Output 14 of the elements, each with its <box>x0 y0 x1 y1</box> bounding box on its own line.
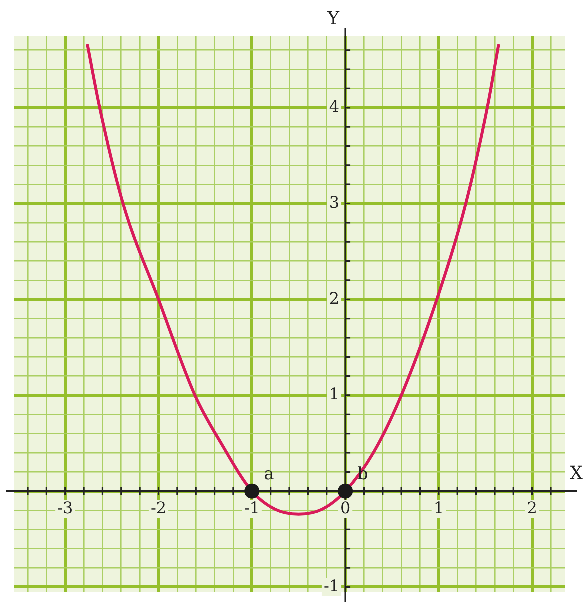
x-tick-label: 1 <box>434 498 444 518</box>
y-tick-label: 3 <box>329 192 340 212</box>
x-tick-label: 2 <box>527 498 538 518</box>
x-tick-label: -2 <box>150 498 167 518</box>
y-tick-label: 2 <box>329 288 340 308</box>
x-tick-label: -3 <box>58 498 74 518</box>
line-series <box>86 44 500 516</box>
x-axis-title: X <box>570 463 584 484</box>
y-tick-label: -1 <box>324 576 340 596</box>
y-tick-label: 4 <box>329 97 340 116</box>
x-tick-label: 0 <box>340 498 351 518</box>
y-tick-label: 1 <box>329 384 340 404</box>
y-axis-title: Y <box>326 8 341 30</box>
x-tick-label: -1 <box>244 498 260 518</box>
